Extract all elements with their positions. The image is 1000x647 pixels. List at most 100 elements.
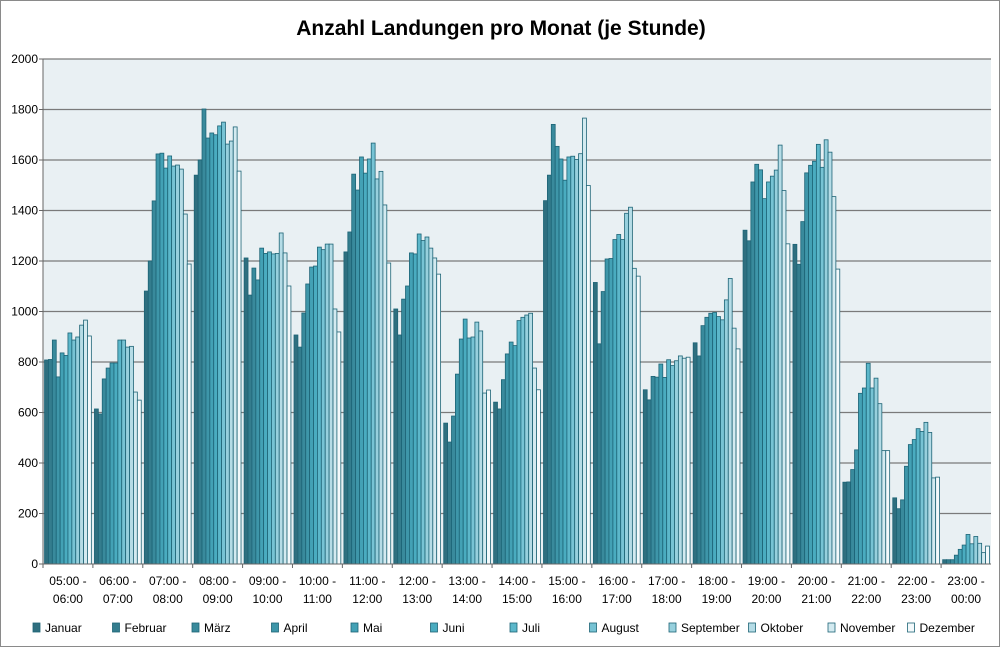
bar [950, 559, 955, 565]
bar [228, 140, 234, 565]
bar [896, 508, 901, 565]
bar [213, 134, 219, 565]
bar [762, 198, 767, 565]
series-mai [59, 132, 963, 565]
bar [332, 308, 338, 565]
bar [712, 312, 717, 565]
y-tick-label: 1800 [11, 103, 38, 117]
legend-label: Februar [125, 621, 167, 635]
bar [654, 376, 660, 565]
bar [474, 321, 480, 565]
bar [570, 155, 576, 565]
bar [125, 346, 130, 565]
bar [969, 543, 975, 565]
bar [808, 164, 813, 565]
legend-swatch [907, 622, 915, 633]
legend-label: November [840, 621, 895, 635]
bar [861, 387, 867, 565]
legend-label: Dezember [920, 621, 975, 635]
x-tick-label: 08:00 [153, 592, 183, 606]
bar [873, 377, 879, 565]
bar [616, 234, 622, 565]
bar [412, 253, 418, 565]
bar [681, 357, 687, 565]
bar [674, 360, 679, 565]
x-tick-label: 16:00 [552, 592, 582, 606]
bar [221, 121, 226, 565]
legend-item: November [827, 621, 895, 635]
bar [366, 158, 372, 565]
bar [309, 266, 314, 565]
bar [981, 552, 986, 565]
bar [900, 499, 905, 565]
bar [186, 263, 192, 565]
legend-label: Juli [522, 621, 540, 635]
bar [121, 339, 127, 565]
bar [831, 196, 837, 565]
x-tick-label: 13:00 [402, 592, 432, 606]
y-axis-ticks: 0 200 400 600 800 1000 1200 1400 1600 1800 2000 [11, 52, 43, 571]
bar [378, 170, 384, 565]
bar [536, 389, 541, 565]
bar [731, 327, 737, 565]
y-tick-label: 1400 [11, 204, 38, 218]
x-tick-label: 15:00 [502, 592, 532, 606]
x-tick-label: 19:00 [702, 592, 732, 606]
legend-label: März [204, 621, 231, 635]
bar [243, 257, 249, 565]
x-tick-label: 10:00 - [299, 574, 336, 588]
bar [236, 170, 242, 565]
legend-item: Januar [32, 621, 82, 635]
bar [175, 164, 180, 565]
bar [171, 165, 176, 565]
bar [87, 335, 92, 565]
bar [328, 243, 334, 565]
bar [735, 348, 741, 565]
bar [297, 346, 303, 565]
y-tick-label: 1200 [11, 254, 38, 268]
bar [758, 169, 763, 565]
bar [486, 389, 491, 565]
bar [478, 330, 484, 565]
bar [370, 142, 376, 565]
bar [592, 282, 598, 565]
bar [812, 160, 817, 565]
x-tick-label: 07:00 [103, 592, 133, 606]
bar [566, 156, 572, 565]
x-tick-label: 07:00 - [149, 574, 186, 588]
legend-swatch [589, 622, 597, 633]
bar [927, 432, 933, 565]
bar [286, 285, 292, 565]
bar [232, 126, 238, 565]
x-tick-label: 12:00 [352, 592, 382, 606]
legend-item: August [589, 621, 640, 635]
x-tick-label: 06:00 - [99, 574, 136, 588]
bar [274, 253, 280, 565]
bar [55, 376, 61, 565]
bar [869, 387, 875, 565]
legend-label: Oktober [761, 621, 804, 635]
bar [585, 185, 591, 565]
x-tick-label: 14:00 - [498, 574, 535, 588]
bar [942, 559, 947, 565]
y-tick-label: 800 [18, 355, 38, 369]
bar [301, 312, 307, 565]
bar [658, 363, 664, 565]
bar [393, 308, 399, 565]
bar [401, 298, 406, 565]
bar [646, 399, 652, 565]
bar [255, 279, 261, 565]
x-tick-label: 05:00 - [49, 574, 86, 588]
bar [608, 258, 614, 565]
bar [382, 204, 388, 565]
bar [708, 312, 714, 565]
bar [796, 263, 802, 565]
bar [957, 548, 963, 565]
legend-label: April [284, 621, 308, 635]
x-tick-label: 18:00 [652, 592, 682, 606]
legend-item: Juli [509, 621, 540, 635]
bar [550, 123, 556, 565]
bar [462, 318, 468, 565]
x-tick-label: 11:00 [303, 592, 332, 606]
bar [443, 422, 449, 565]
